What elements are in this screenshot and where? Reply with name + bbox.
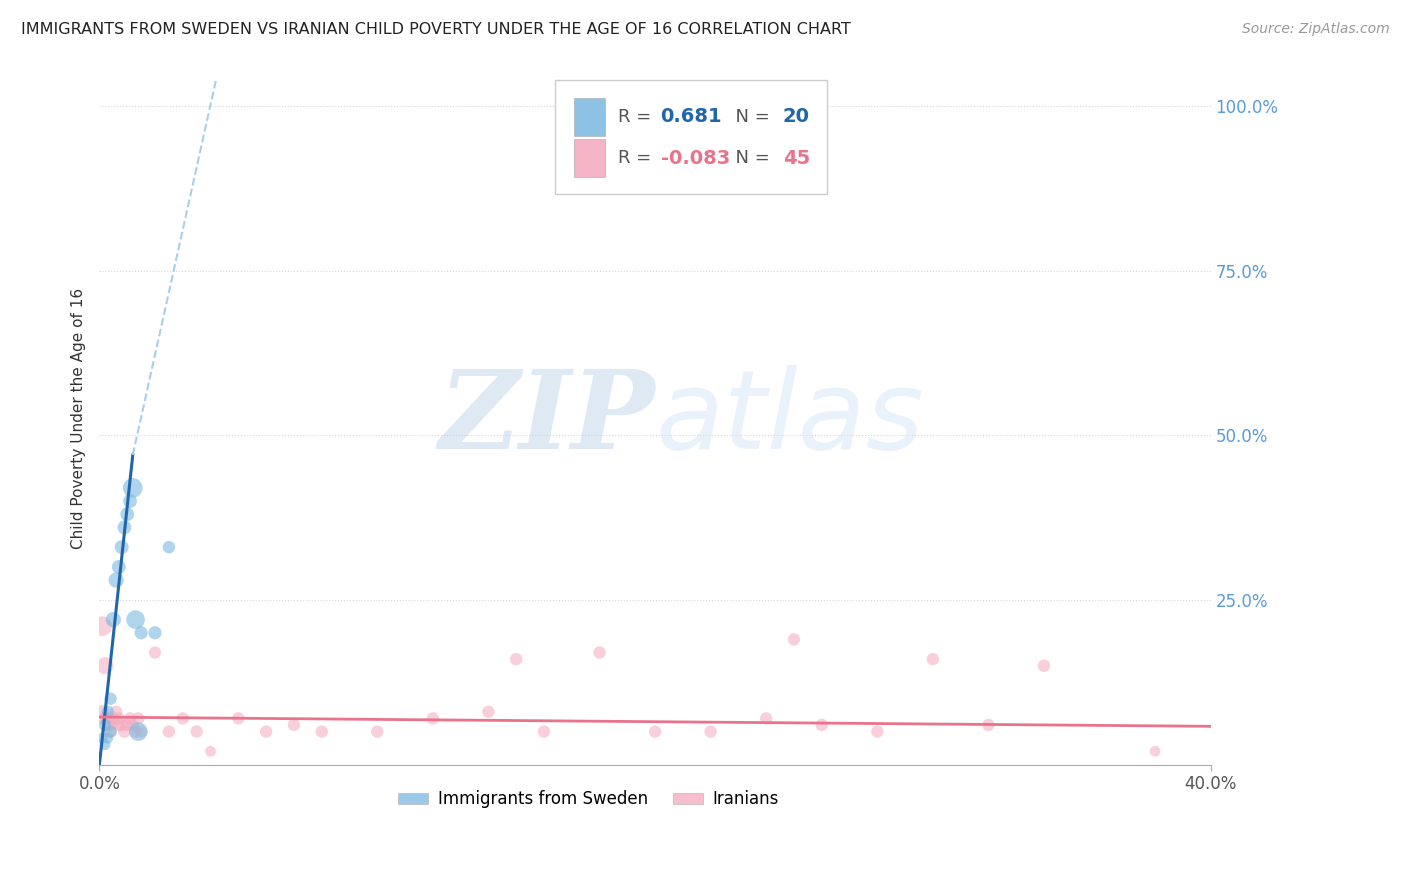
Text: 20: 20 — [783, 107, 810, 126]
Text: 0.681: 0.681 — [661, 107, 723, 126]
Text: R =: R = — [619, 149, 658, 167]
Y-axis label: Child Poverty Under the Age of 16: Child Poverty Under the Age of 16 — [72, 288, 86, 549]
Point — [1033, 658, 1056, 673]
Point — [121, 481, 143, 495]
Point — [283, 718, 305, 732]
Text: N =: N = — [724, 149, 776, 167]
Point — [115, 718, 138, 732]
Text: 45: 45 — [783, 149, 810, 168]
Point — [91, 619, 114, 633]
Point — [94, 711, 117, 725]
Point — [100, 718, 122, 732]
Point — [103, 711, 125, 725]
Point — [118, 494, 141, 508]
Point — [94, 718, 117, 732]
Point — [129, 724, 152, 739]
Point — [477, 705, 499, 719]
Point — [91, 705, 114, 719]
Point — [108, 711, 131, 725]
FancyBboxPatch shape — [555, 80, 827, 194]
Point — [921, 652, 943, 666]
Point — [254, 724, 277, 739]
Point — [97, 711, 120, 725]
Text: IMMIGRANTS FROM SWEDEN VS IRANIAN CHILD POVERTY UNDER THE AGE OF 16 CORRELATION : IMMIGRANTS FROM SWEDEN VS IRANIAN CHILD … — [21, 22, 851, 37]
Point — [200, 744, 222, 758]
Point — [97, 731, 120, 746]
Point — [111, 540, 134, 554]
Point — [127, 711, 149, 725]
Text: -0.083: -0.083 — [661, 149, 730, 168]
Point — [124, 724, 146, 739]
Point — [118, 711, 141, 725]
Point — [422, 711, 444, 725]
Point — [157, 724, 180, 739]
Point — [644, 724, 666, 739]
Text: N =: N = — [724, 108, 776, 126]
Point — [143, 646, 166, 660]
Text: atlas: atlas — [655, 365, 924, 472]
Point — [105, 705, 128, 719]
Point — [97, 705, 120, 719]
FancyBboxPatch shape — [574, 139, 605, 177]
Point — [866, 724, 889, 739]
Point — [108, 560, 131, 574]
Point — [186, 724, 208, 739]
Point — [783, 632, 806, 647]
Point — [108, 718, 131, 732]
Point — [533, 724, 555, 739]
Point — [157, 540, 180, 554]
Point — [114, 520, 136, 534]
Point — [114, 724, 136, 739]
FancyBboxPatch shape — [574, 97, 605, 136]
Point — [94, 658, 117, 673]
Point — [121, 718, 143, 732]
Point — [103, 613, 125, 627]
Point — [127, 724, 149, 739]
Point — [97, 718, 120, 732]
Legend: Immigrants from Sweden, Iranians: Immigrants from Sweden, Iranians — [391, 784, 786, 815]
Point — [115, 508, 138, 522]
Text: Source: ZipAtlas.com: Source: ZipAtlas.com — [1241, 22, 1389, 37]
Point — [100, 691, 122, 706]
Point — [1144, 744, 1167, 758]
Point — [755, 711, 778, 725]
Point — [143, 625, 166, 640]
Point — [100, 724, 122, 739]
Text: R =: R = — [619, 108, 658, 126]
Point — [111, 718, 134, 732]
Point — [505, 652, 527, 666]
Point — [105, 573, 128, 587]
Point — [977, 718, 1000, 732]
Text: ZIP: ZIP — [439, 365, 655, 473]
Point — [311, 724, 333, 739]
Point — [588, 646, 610, 660]
Point — [124, 613, 146, 627]
Point — [94, 738, 117, 752]
Point — [810, 718, 832, 732]
Point — [366, 724, 388, 739]
Point — [172, 711, 194, 725]
Point — [100, 724, 122, 739]
Point — [91, 731, 114, 746]
Point — [228, 711, 250, 725]
Point — [129, 625, 152, 640]
Point — [699, 724, 721, 739]
